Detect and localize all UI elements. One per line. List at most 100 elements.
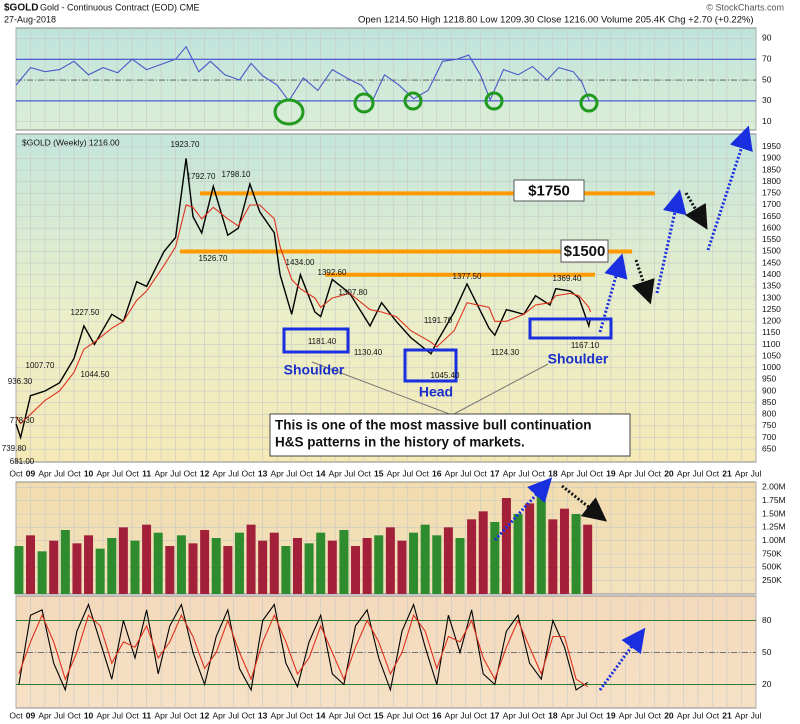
x-tick-label: Jul [170, 710, 181, 720]
x-tick-label: Oct [67, 710, 81, 720]
x-tick-label: 10 [84, 710, 94, 720]
x-tick-label: Jul [54, 468, 65, 478]
volume-bar [432, 535, 442, 594]
volume-bar [269, 532, 279, 594]
price-annotation: 1307.80 [339, 288, 368, 297]
x-tick-label: Apr [561, 468, 574, 478]
y-tick-label: 1350 [762, 281, 781, 291]
volume-bar [60, 530, 70, 594]
x-tick-label: 18 [548, 710, 558, 720]
x-tick-label: Jul [402, 468, 413, 478]
volume-bar [385, 527, 395, 594]
x-tick-label: 11 [142, 710, 151, 720]
x-tick-label: Jul [228, 710, 239, 720]
x-tick-label: Oct [184, 468, 198, 478]
volume-bar [513, 514, 523, 594]
volume-bar [525, 503, 535, 594]
volume-bar [26, 535, 36, 594]
x-tick-label: Oct [532, 468, 546, 478]
volume-bar [14, 546, 24, 594]
volume-bar [200, 530, 210, 594]
series-line [15, 45, 590, 102]
x-tick-label: Apr [38, 468, 51, 478]
y-tick-label: 90 [762, 33, 772, 43]
price-annotation: 1923.70 [171, 140, 200, 149]
y-tick-label: 1750 [762, 188, 781, 198]
stochastic-panel [15, 595, 757, 709]
price-annotation: 1045.40 [431, 371, 460, 380]
x-tick-label: Oct [358, 710, 372, 720]
x-tick-label: Oct [358, 468, 372, 478]
volume-bar [374, 535, 384, 594]
x-tick-label: Apr [445, 468, 458, 478]
x-tick-label: Apr [271, 468, 284, 478]
x-tick-label: Oct [706, 468, 720, 478]
y-tick-label: 2.00M [762, 482, 786, 492]
x-tick-label: Apr [619, 468, 632, 478]
volume-bar [281, 546, 291, 594]
price-annotation: 1044.50 [81, 370, 110, 379]
projection-arrow [598, 253, 628, 333]
x-tick-label: 10 [84, 468, 94, 478]
y-tick-label: 1250 [762, 304, 781, 314]
price-annotation: 1167.10 [571, 341, 600, 350]
volume-bar [211, 538, 221, 594]
x-tick-label: Apr [154, 710, 167, 720]
x-tick-label: Apr [213, 710, 226, 720]
x-tick-label: Oct [67, 468, 81, 478]
x-tick-label: Apr [271, 710, 284, 720]
x-tick-label: Oct [184, 710, 198, 720]
volume-bar [188, 543, 198, 594]
volume-bar [49, 540, 59, 594]
x-tick-label: Oct [242, 468, 256, 478]
series-line [15, 204, 592, 425]
x-tick-label: 21 [722, 710, 732, 720]
y-tick-label: 750K [762, 548, 782, 558]
x-tick-label: 12 [200, 468, 210, 478]
price-annotation: 1181.40 [308, 337, 337, 346]
volume-bar [258, 540, 268, 594]
x-tick-label: Jul [751, 710, 762, 720]
series-line [15, 158, 592, 441]
x-tick-label: Jul [518, 468, 529, 478]
x-tick-label: 09 [26, 710, 36, 720]
rsi-panel [15, 27, 757, 131]
volume-bar [467, 519, 477, 594]
x-tick-label: 16 [432, 468, 442, 478]
y-tick-label: 1650 [762, 211, 781, 221]
y-tick-label: 1100 [762, 339, 781, 349]
volume-bar [409, 532, 419, 594]
price-annotation: 1227.50 [71, 308, 100, 317]
plot [14, 28, 757, 708]
x-tick-label: Oct [9, 710, 23, 720]
volume-bar [443, 527, 453, 594]
pattern-label: Head [419, 384, 453, 400]
pattern-box [282, 327, 350, 354]
volume-bar [339, 530, 349, 594]
x-tick-label: Oct [532, 710, 546, 720]
x-tick-label: 13 [258, 468, 268, 478]
series-line [18, 602, 588, 692]
x-tick-label: 20 [664, 710, 674, 720]
volume-bar [130, 540, 140, 594]
x-tick-label: 14 [316, 710, 326, 720]
y-tick-label: 500K [762, 562, 782, 572]
price-annotation: 1377.50 [453, 272, 482, 281]
instrument-name: Gold - Continuous Contract (EOD) CME [40, 2, 200, 12]
x-tick-label: 19 [606, 710, 616, 720]
y-tick-label: 1.50M [762, 508, 786, 518]
y-tick-label: 1600 [762, 222, 781, 232]
y-tick-label: 1050 [762, 350, 781, 360]
legend: $GOLD (Weekly) 1216.00 [22, 137, 120, 147]
price-annotation: 1191.70 [424, 316, 453, 325]
x-tick-label: Jul [344, 710, 355, 720]
volume-bar [420, 524, 430, 594]
volume-bar [153, 532, 163, 594]
callout-box [269, 413, 631, 457]
x-tick-label: Apr [735, 710, 748, 720]
volume-bar [455, 538, 465, 594]
callout-text: This is one of the most massive bull con… [275, 418, 592, 433]
series-line [18, 613, 588, 688]
volume-arrow [493, 477, 553, 542]
